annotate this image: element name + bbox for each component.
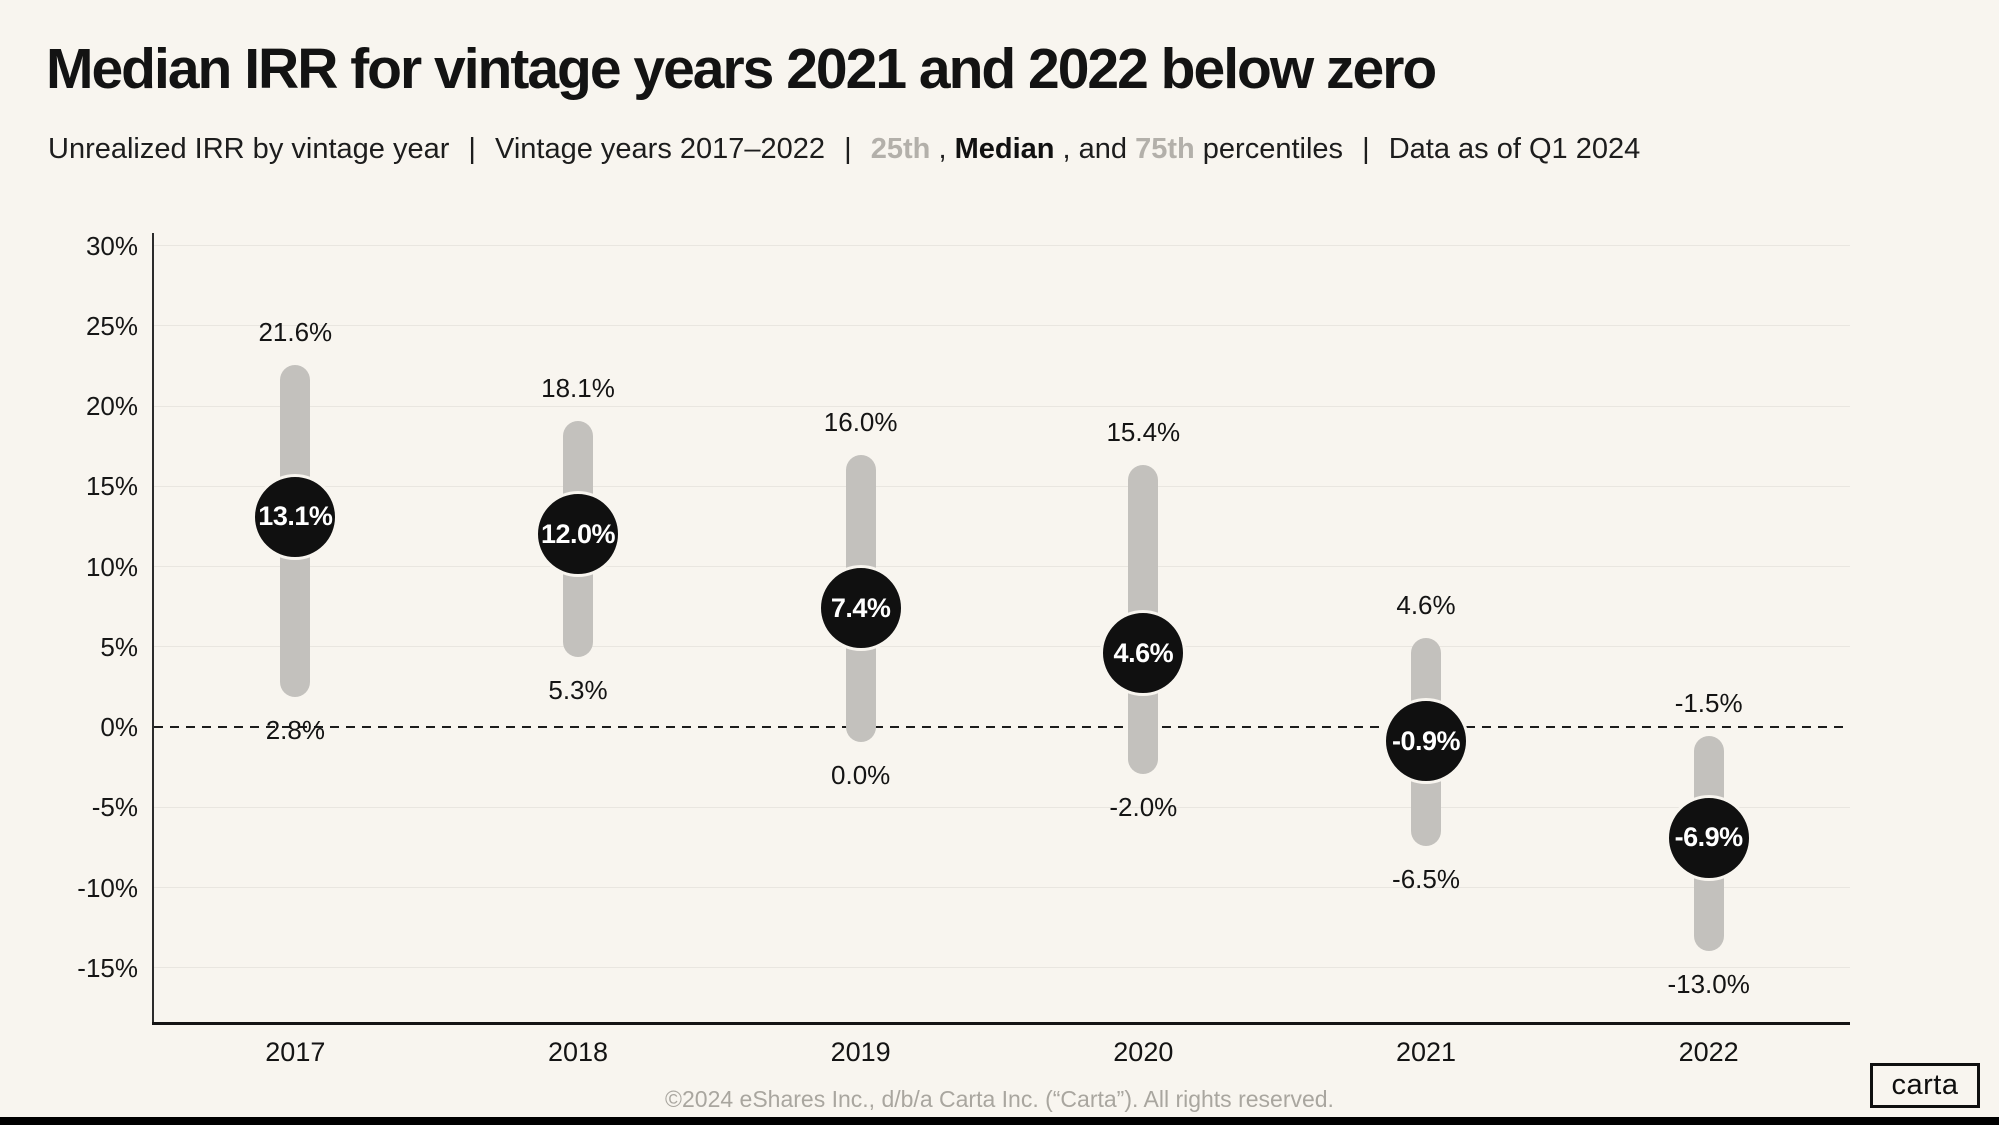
x-axis-label-2019: 2019 bbox=[830, 1037, 891, 1067]
subtitle-25th-label: 25th bbox=[870, 133, 931, 165]
gridline--10 bbox=[154, 887, 1850, 888]
y-axis-line bbox=[152, 233, 154, 1023]
p25-value-label-2018: 5.3% bbox=[548, 674, 608, 705]
subtitle-and: , and bbox=[1062, 133, 1136, 165]
p75-value-label-2021: 4.6% bbox=[1396, 590, 1456, 621]
subtitle-separator: | bbox=[468, 133, 476, 165]
x-axis-label-2021: 2021 bbox=[1395, 1037, 1457, 1067]
gridline-20 bbox=[154, 405, 1850, 407]
bottom-border-strip bbox=[0, 1117, 1999, 1125]
gridline-30 bbox=[154, 245, 1850, 246]
subtitle-separator: | bbox=[1362, 133, 1370, 165]
p75-value-label-2017: 21.6% bbox=[258, 317, 333, 348]
subtitle-percentiles: percentiles bbox=[1202, 133, 1344, 165]
gridline-25 bbox=[154, 325, 1850, 327]
y-axis-tick--5: -5% bbox=[91, 792, 138, 823]
median-dot-2019: 7.4% bbox=[817, 565, 904, 652]
subtitle-data-asof: Data as of Q1 2024 bbox=[1388, 133, 1641, 165]
subtitle-median-label: Median bbox=[954, 133, 1055, 165]
y-axis-tick-10: 10% bbox=[85, 551, 138, 582]
chart-subtitle: Unrealized IRR by vintage year | Vintage… bbox=[48, 133, 1640, 166]
p25-value-label-2022: -13.0% bbox=[1667, 968, 1750, 999]
median-dot-2022: -6.9% bbox=[1665, 794, 1752, 881]
carta-logo-text: carta bbox=[1891, 1069, 1959, 1101]
carta-logo: carta bbox=[1870, 1063, 1980, 1108]
median-dot-2021: -0.9% bbox=[1383, 698, 1469, 785]
x-axis-label-2022: 2022 bbox=[1678, 1037, 1739, 1067]
y-axis-tick-15: 15% bbox=[85, 471, 138, 502]
subtitle-separator: | bbox=[844, 133, 852, 165]
y-axis-tick-20: 20% bbox=[85, 391, 138, 421]
x-axis-label-2018: 2018 bbox=[547, 1037, 609, 1067]
p75-value-label-2018: 18.1% bbox=[541, 373, 615, 404]
x-axis-label-2020: 2020 bbox=[1113, 1037, 1174, 1067]
y-axis-tick-5: 5% bbox=[100, 631, 138, 662]
p25-value-label-2020: -2.0% bbox=[1109, 792, 1178, 823]
x-axis-line bbox=[152, 1022, 1850, 1025]
y-axis-tick-30: 30% bbox=[85, 230, 138, 261]
p75-value-label-2022: -1.5% bbox=[1674, 688, 1743, 719]
gridline--5 bbox=[154, 806, 1850, 808]
median-dot-2020: 4.6% bbox=[1100, 610, 1187, 697]
p25-value-label-2021: -6.5% bbox=[1392, 864, 1460, 895]
x-axis-label-2017: 2017 bbox=[265, 1037, 326, 1067]
y-axis-tick-0: 0% bbox=[100, 712, 138, 742]
p25-value-label-2019: 0.0% bbox=[831, 760, 891, 790]
median-dot-2018: 12.0% bbox=[535, 491, 621, 578]
subtitle-comma: , bbox=[938, 133, 955, 165]
gridline-15 bbox=[154, 485, 1850, 487]
y-axis-tick--15: -15% bbox=[77, 952, 138, 983]
y-axis-tick-25: 25% bbox=[85, 310, 138, 341]
p25-value-label-2017: 2.8% bbox=[265, 715, 325, 746]
subtitle-vintage-range: Vintage years 2017–2022 bbox=[495, 133, 826, 165]
p75-value-label-2020: 15.4% bbox=[1106, 416, 1181, 447]
subtitle-metric: Unrealized IRR by vintage year bbox=[48, 133, 450, 165]
y-axis-tick--10: -10% bbox=[77, 872, 138, 903]
gridline--15 bbox=[154, 967, 1850, 969]
page-title: Median IRR for vintage years 2021 and 20… bbox=[46, 37, 1437, 101]
copyright-text: ©2024 eShares Inc., d/b/a Carta Inc. (“C… bbox=[665, 1086, 1334, 1112]
gridline-5 bbox=[154, 646, 1850, 648]
p75-value-label-2019: 16.0% bbox=[823, 407, 898, 438]
subtitle-75th-label: 75th bbox=[1135, 133, 1195, 165]
gridline-10 bbox=[154, 566, 1850, 567]
median-dot-2017: 13.1% bbox=[252, 473, 339, 560]
zero-baseline bbox=[154, 726, 1850, 728]
